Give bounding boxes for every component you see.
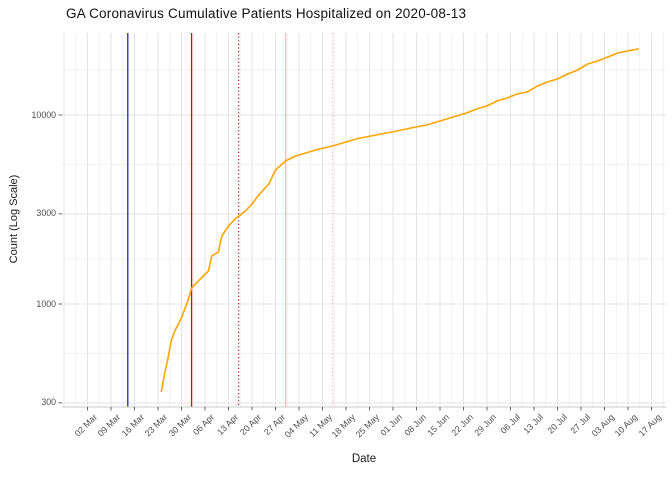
y-tick-label: 300 [41,397,56,408]
chart-title: GA Coronavirus Cumulative Patients Hospi… [66,6,467,21]
series-line-cumulative-hospitalized [160,48,639,393]
y-tick-label: 1000 [36,298,56,309]
y-tick-label: 10000 [31,109,56,120]
y-tick-label: 3000 [36,208,56,219]
x-axis-title: Date [351,453,377,465]
